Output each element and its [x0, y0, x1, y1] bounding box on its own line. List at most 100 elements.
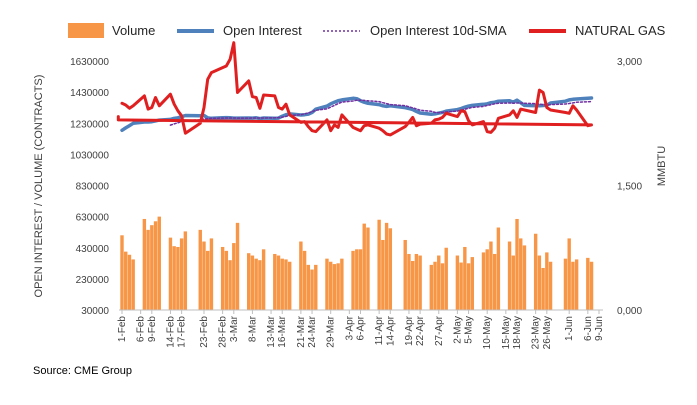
volume-bar [228, 260, 232, 310]
volume-bar [202, 241, 206, 310]
volume-bar [377, 219, 381, 310]
volume-bar [574, 259, 579, 310]
legend-natural-gas-label: NATURAL GAS [575, 23, 666, 38]
volume-bar [355, 249, 359, 310]
volume-bar [545, 252, 549, 310]
volume-bar [589, 261, 594, 310]
x-axis-tick-label: 15-May [501, 316, 512, 349]
volume-bar [507, 241, 512, 310]
volume-bar [489, 241, 493, 310]
volume-bar [261, 249, 266, 310]
volume-bar [220, 246, 225, 310]
volume-bar [332, 264, 337, 310]
x-axis-tick-label: 2-May [452, 316, 463, 344]
x-axis-tick-label: 23-May [531, 316, 542, 349]
x-axis-tick-label: 9-Feb [147, 316, 158, 343]
volume-bar [567, 238, 571, 310]
left-axis-title: OPEN INTEREST / VOLUME (CONTRACTS) [33, 75, 45, 298]
volume-bar [273, 253, 277, 310]
volume-bar [146, 229, 150, 310]
volume-bar [522, 245, 527, 310]
volume-bar [276, 255, 281, 310]
open-interest-sma-line [169, 99, 593, 126]
volume-bar [198, 229, 202, 310]
volume-bar [496, 227, 501, 310]
volume-bar [414, 253, 419, 310]
volume-bar [302, 250, 307, 310]
volume-bar [515, 218, 519, 310]
volume-bar [455, 255, 460, 310]
volume-bar [351, 250, 355, 310]
volume-bar [235, 222, 240, 310]
x-axis-tick-label: 21-Mar [296, 315, 307, 347]
x-axis-tick-label: 16-Mar [277, 315, 288, 347]
volume-bar [533, 233, 538, 310]
left-axis-tick-label: 1230000 [70, 119, 109, 130]
x-axis-tick-label: 24-Mar [307, 315, 318, 347]
left-axis-tick-label: 830000 [76, 182, 110, 193]
volume-bar [124, 251, 128, 310]
right-axis-tick-label: 3,000 [617, 57, 642, 68]
volume-bar [358, 249, 363, 310]
volume-bar [466, 263, 471, 310]
volume-bar [168, 237, 173, 310]
volume-bar [280, 258, 284, 310]
volume-bar [120, 235, 124, 310]
x-axis-tick-label: 13-Mar [266, 315, 277, 347]
left-axis-tick-label: 630000 [76, 213, 110, 224]
volume-bar [410, 260, 415, 310]
right-axis-tick-label: 0,000 [617, 306, 642, 317]
volume-bar [429, 264, 434, 310]
volume-bar [176, 246, 180, 310]
volume-bar [437, 255, 441, 310]
right-axis-tick-label: 1,500 [617, 182, 642, 193]
x-axis-tick-label: 3-Mar [229, 315, 240, 342]
plot-area: 30000 230000 430000 630000 830000 1030000 1230… [70, 41, 642, 349]
x-axis-tick-label: 1-Feb [117, 316, 128, 343]
left-axis-tick-label: 230000 [76, 275, 110, 286]
volume-bar [232, 243, 236, 310]
x-axis-tick-label: 27-Apr [434, 315, 445, 346]
volume-bar [384, 222, 389, 310]
volume-bar [224, 250, 229, 310]
volume-bar [492, 253, 497, 310]
volume-bar [131, 259, 135, 310]
volume-bar [142, 218, 147, 310]
legend-volume-swatch [68, 23, 104, 38]
volume-bar [287, 261, 292, 310]
left-axis-tick-label: 430000 [76, 244, 110, 255]
volume-bar [485, 249, 489, 310]
x-axis-tick-label: 6-Apr [356, 315, 367, 340]
x-axis-tick-label: 28-Feb [218, 316, 229, 348]
volume-bar [183, 231, 188, 310]
x-axis-tick-label: 14-Apr [385, 315, 396, 346]
volume-bar [463, 246, 467, 310]
volume-bar [407, 253, 411, 310]
x-axis-tick-label: 22-Apr [415, 315, 426, 346]
volume-bar [519, 238, 523, 310]
volume-bar [459, 262, 463, 310]
x-axis-tick-label: 6-Jun [583, 316, 594, 341]
x-axis-tick-label: 18-May [512, 316, 523, 349]
volume-bar [586, 257, 590, 310]
x-axis-tick-label: 8-Mar [247, 315, 258, 342]
volume-bar [433, 261, 437, 310]
volume-bar [563, 258, 568, 310]
x-axis-tick-label: 29-Mar [326, 315, 337, 347]
volume-bar [571, 261, 575, 310]
volume-bar [328, 261, 333, 310]
left-axis-tick-label: 1030000 [70, 150, 109, 161]
volume-bar [179, 238, 184, 310]
volume-bar [157, 216, 161, 310]
volume-bar [172, 246, 176, 310]
volume-bar [153, 221, 158, 310]
legend-volume-label: Volume [112, 23, 155, 38]
volume-bar [440, 263, 445, 310]
x-axis-tick-label: 6-Feb [136, 316, 147, 343]
x-axis-tick-label: 23-Feb [199, 316, 210, 348]
x-axis-tick-label: 5-May [464, 316, 475, 344]
volume-bar [258, 260, 262, 310]
volume-bar [150, 225, 154, 310]
volume-bar [481, 252, 486, 310]
